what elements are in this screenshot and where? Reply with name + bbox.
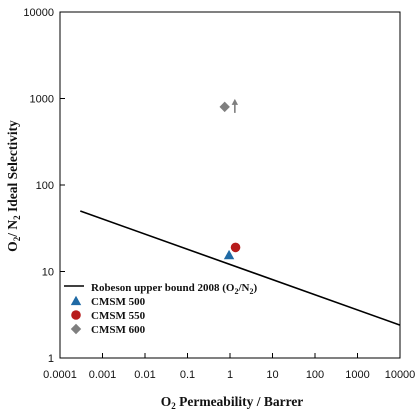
axes: 0.0001 0.001 0.01 0.1 1 10 100 1000 10000 1 10 100 1… xyxy=(23,7,415,381)
legend-label-cmsm-550: CMSM 550 xyxy=(91,310,146,322)
x-tick-label: 0.01 xyxy=(134,369,155,381)
x-tick-label: 100 xyxy=(306,369,324,381)
legend-marker-cmsm-550 xyxy=(71,310,81,320)
data-point-cmsm-550 xyxy=(230,242,241,253)
legend-marker-cmsm-500 xyxy=(70,295,82,306)
legend-label-cmsm-600: CMSM 600 xyxy=(91,324,146,336)
x-tick-label: 0.0001 xyxy=(43,369,77,381)
y-tick-label: 100 xyxy=(36,180,54,192)
data-point-cmsm-500 xyxy=(223,249,235,260)
y-axis-title: O2/ N2 Ideal Selectivity xyxy=(5,120,22,252)
y-tick-label: 10 xyxy=(42,267,54,279)
data-series xyxy=(80,98,401,326)
up-arrow-head-icon xyxy=(231,98,239,105)
y-tick-label: 10000 xyxy=(23,7,54,19)
x-tick-label: 10000 xyxy=(385,369,416,381)
x-axis-title: O2 Permeability / Barrer xyxy=(161,394,304,411)
x-tick-label: 0.1 xyxy=(180,369,195,381)
legend-marker-cmsm-600 xyxy=(70,323,82,335)
x-tick-label: 10 xyxy=(266,369,278,381)
data-point-cmsm-600 xyxy=(219,101,230,113)
legend-label-cmsm-500: CMSM 500 xyxy=(91,296,146,308)
y-tick-label: 1000 xyxy=(30,94,54,106)
x-tick-label: 1 xyxy=(227,369,233,381)
legend: CMSM 500 CMSM 550 CMSM 600 xyxy=(64,285,146,336)
y-tick-label: 1 xyxy=(48,353,54,365)
x-tick-label: 1000 xyxy=(345,369,369,381)
legend-label-robeson: Robeson upper bound 2008 (O2/N2) xyxy=(91,282,257,296)
robeson-upper-bound-line xyxy=(80,210,401,326)
x-tick-label: 0.001 xyxy=(89,369,117,381)
